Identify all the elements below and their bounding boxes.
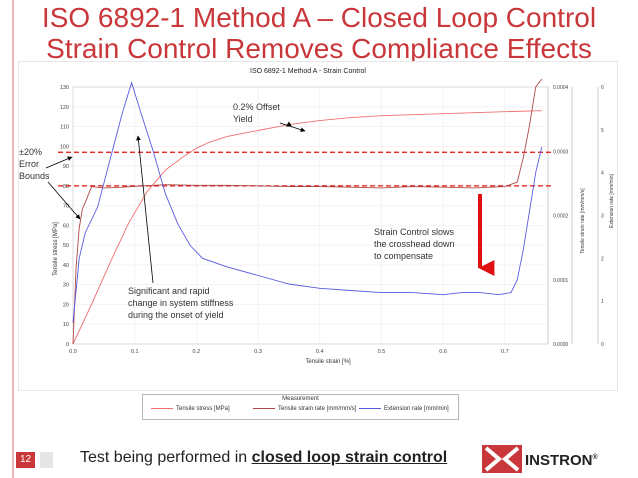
- y-left-tick-label: 130: [60, 85, 69, 91]
- legend-label-strain-rate: Tensile strain rate [mm/mm/s]: [278, 406, 357, 412]
- chart-legend: Measurement Tensile stress [MPa] Tensile…: [142, 394, 459, 420]
- footer-prefix: Test being performed in: [80, 449, 252, 466]
- y-left-tick-label: 120: [60, 105, 69, 111]
- y-left-tick-label: 20: [63, 302, 69, 308]
- error-bounds-arrow-upper: [45, 156, 73, 169]
- x-axis-label: Tensile strain [%]: [305, 359, 351, 365]
- page-number-box: [40, 452, 53, 468]
- offset-yield-arrow: [279, 122, 306, 132]
- series-layer: [72, 78, 543, 345]
- plot-frame: [18, 61, 618, 391]
- chart-title: ISO 6892-1 Method A - Strain Control: [250, 68, 366, 75]
- annotation-stiffness-line1: Significant and rapid: [128, 286, 210, 296]
- y-right1-tick-label: 0.0003: [553, 149, 569, 155]
- y-left-tick-label: 80: [63, 184, 69, 190]
- annotation-error-bounds: ±20% Error Bounds: [19, 147, 50, 181]
- y-left-tick-label: 10: [63, 322, 69, 328]
- annotation-error-bounds-line3: Bounds: [19, 171, 50, 181]
- chart: ISO 6892-1 Method A - Strain Control 0.0…: [18, 61, 618, 391]
- legend-label-stress: Tensile stress [MPa]: [176, 406, 230, 412]
- y-axis-right1-ticks: 0.0000 0.0001 0.0002 0.0003 0.0004: [553, 85, 573, 348]
- y-right2-tick-label: 0: [601, 342, 604, 348]
- instron-logo: INSTRON®: [482, 445, 599, 473]
- slide-left-rule: [12, 0, 14, 478]
- x-axis-ticks: 0.0 0.1 0.2 0.3 0.4 0.5 0.6 0.7: [69, 349, 508, 355]
- y-right2-tick-label: 6: [601, 85, 604, 91]
- x-tick-label: 0.2: [193, 349, 201, 355]
- annotation-error-bounds-line2: Error: [19, 159, 39, 169]
- footer-text: Test being performed in closed loop stra…: [80, 449, 447, 467]
- annotation-stiffness-line2: change in system stiffness: [128, 298, 234, 308]
- x-tick-label: 0.7: [501, 349, 509, 355]
- legend-item-strain-rate: Tensile strain rate [mm/mm/s]: [253, 406, 356, 412]
- logo-wordmark: INSTRON®: [525, 452, 599, 469]
- annotation-offset-yield: 0.2% Offset Yield: [233, 102, 280, 124]
- x-tick-label: 0.1: [131, 349, 139, 355]
- y-left-tick-label: 40: [63, 263, 69, 269]
- y-axis-right1-label: Tensile strain rate [mm/mm/s]: [580, 188, 586, 254]
- x-tick-label: 0.0: [69, 349, 77, 355]
- y-right1-tick-label: 0.0000: [553, 342, 569, 348]
- annotation-offset-yield-line1: 0.2% Offset: [233, 102, 280, 112]
- annotation-offset-yield-line2: Yield: [233, 114, 253, 124]
- y-axis-left-ticks: 0 10 20 30 40 50 60 70 80 90 100 110 120 130: [60, 85, 69, 348]
- logo-registered-mark: ®: [593, 453, 599, 461]
- y-axis-right2-ticks: 0 1 2 3 4 5 6: [597, 85, 604, 348]
- annotation-error-bounds-line1: ±20%: [19, 147, 42, 157]
- error-bounds-arrow-lower: [47, 181, 81, 220]
- y-right2-tick-label: 5: [601, 128, 604, 134]
- y-right2-tick-label: 2: [601, 256, 604, 262]
- y-left-tick-label: 30: [63, 283, 69, 289]
- series-line-1: [72, 110, 542, 345]
- y-right1-tick-label: 0.0002: [553, 214, 569, 220]
- x-tick-label: 0.6: [439, 349, 447, 355]
- slide-title-line1: ISO 6892-1 Method A – Closed Loop Contro…: [41, 2, 597, 33]
- annotation-strain-control-line2: the crosshead down: [374, 239, 455, 249]
- annotation-strain-control-line1: Strain Control slows: [374, 227, 455, 237]
- y-right2-tick-label: 3: [601, 214, 604, 220]
- slide-title-line2: Strain Control Removes Compliance Effect…: [46, 33, 592, 64]
- x-tick-label: 0.4: [316, 349, 324, 355]
- y-right2-tick-label: 4: [601, 171, 604, 177]
- page-number: 12: [16, 452, 35, 468]
- annotation-strain-control: Strain Control slows the crosshead down …: [374, 227, 455, 261]
- y-left-tick-label: 0: [66, 342, 69, 348]
- x-tick-label: 0.3: [254, 349, 262, 355]
- y-left-tick-label: 70: [63, 204, 69, 210]
- series-line-2: [72, 78, 543, 345]
- y-axis-right2-label: Extension rate [mm/min]: [609, 173, 615, 228]
- y-left-tick-label: 60: [63, 223, 69, 229]
- annotation-strain-control-line3: to compensate: [374, 251, 433, 261]
- x-tick-label: 0.5: [378, 349, 386, 355]
- y-axis-left-label: Tensile stress [MPa]: [53, 222, 59, 276]
- series-line-3: [72, 81, 543, 323]
- legend-item-extension-rate: Extension rate [mm/min]: [359, 406, 449, 412]
- legend-title: Measurement: [282, 396, 319, 402]
- y-left-tick-label: 90: [63, 164, 69, 170]
- annotation-stiffness: Significant and rapid change in system s…: [128, 286, 234, 320]
- annotation-stiffness-line3: during the onset of yield: [128, 310, 224, 320]
- y-left-tick-label: 50: [63, 243, 69, 249]
- y-left-tick-label: 100: [60, 144, 69, 150]
- legend-item-stress: Tensile stress [MPa]: [151, 406, 230, 412]
- y-right1-tick-label: 0.0004: [553, 85, 569, 91]
- footer-emphasis: closed loop strain control: [251, 449, 448, 466]
- y-right1-tick-label: 0.0001: [553, 278, 569, 284]
- stiffness-arrow: [136, 135, 154, 284]
- y-left-tick-label: 110: [60, 125, 69, 131]
- y-right2-tick-label: 1: [601, 299, 604, 305]
- legend-label-extension-rate: Extension rate [mm/min]: [384, 406, 449, 412]
